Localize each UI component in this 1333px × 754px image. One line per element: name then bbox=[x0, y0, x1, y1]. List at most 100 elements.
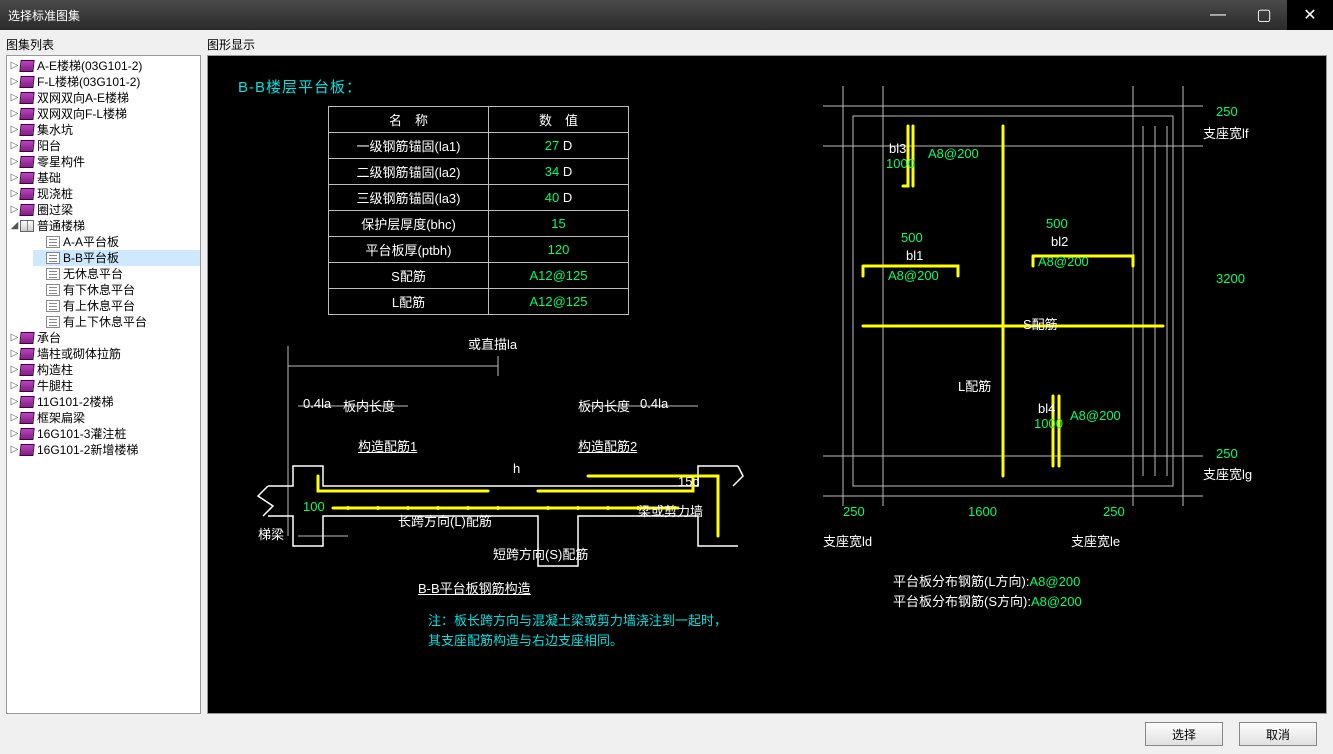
drawing-title: B-B楼层平台板： bbox=[238, 76, 362, 97]
param-value: 34 D bbox=[489, 159, 629, 185]
lbl-250b: 250 bbox=[1216, 446, 1238, 461]
lbl-sspan: 短跨方向(S)配筋 bbox=[493, 544, 588, 563]
tree-item-label: 承台 bbox=[37, 330, 61, 346]
book-icon bbox=[19, 172, 34, 184]
tree-item[interactable]: ▷现浇桩 bbox=[7, 186, 200, 202]
page-icon bbox=[46, 300, 60, 312]
param-row: 平台板厚(ptbh)120 bbox=[329, 237, 629, 263]
param-value: 27 D bbox=[489, 133, 629, 159]
book-icon bbox=[19, 332, 34, 344]
cancel-button[interactable]: 取消 bbox=[1239, 722, 1317, 746]
param-row: L配筋A12@125 bbox=[329, 289, 629, 315]
tree-item[interactable]: ◢普通楼梯 bbox=[7, 218, 200, 234]
tree-item[interactable]: ▷集水坑 bbox=[7, 122, 200, 138]
tree-item[interactable]: A-A平台板 bbox=[33, 234, 200, 250]
tree-item[interactable]: ▷A-E楼梯(03G101-2) bbox=[7, 58, 200, 74]
tree-item[interactable]: 有上休息平台 bbox=[33, 298, 200, 314]
tree-item-label: 阳台 bbox=[37, 138, 61, 154]
param-value: 120 bbox=[489, 237, 629, 263]
tree-item[interactable]: 有下休息平台 bbox=[33, 282, 200, 298]
lbl-gz1: 构造配筋1 bbox=[358, 436, 417, 455]
lbl-100: 100 bbox=[303, 499, 325, 514]
lbl-04la2: 0.4la bbox=[640, 396, 668, 411]
lbl-beam: 梁或剪力墙 bbox=[638, 501, 703, 520]
param-value: 40 D bbox=[489, 185, 629, 211]
minimize-button[interactable]: — bbox=[1195, 0, 1241, 30]
param-value: 15 bbox=[489, 211, 629, 237]
tree-item[interactable]: ▷牛腿柱 bbox=[7, 378, 200, 394]
param-name: 一级钢筋锚固(la1) bbox=[329, 133, 489, 159]
lbl-bl3r: A8@200 bbox=[928, 146, 979, 161]
maximize-button[interactable]: ▢ bbox=[1241, 0, 1287, 30]
book-icon bbox=[19, 348, 34, 360]
tree-item[interactable]: ▷墙柱或砌体拉筋 bbox=[7, 346, 200, 362]
lbl-gz2: 构造配筋2 bbox=[578, 436, 637, 455]
tree-item-label: A-A平台板 bbox=[63, 234, 119, 250]
book-open-icon bbox=[20, 220, 34, 232]
tree-item-label: 双网双向A-E楼梯 bbox=[37, 90, 129, 106]
tree-item[interactable]: ▷阳台 bbox=[7, 138, 200, 154]
tree-item[interactable]: ▷16G101-3灌注桩 bbox=[7, 426, 200, 442]
tree-item[interactable]: ▷零星构件 bbox=[7, 154, 200, 170]
lbl-lf: 支座宽lf bbox=[1203, 123, 1249, 142]
lbl-250a: 250 bbox=[1216, 104, 1238, 119]
tree-item[interactable]: B-B平台板 bbox=[33, 250, 200, 266]
dialog-footer: 选择 取消 bbox=[0, 714, 1333, 754]
param-name: S配筋 bbox=[329, 263, 489, 289]
tree-item[interactable]: 无休息平台 bbox=[33, 266, 200, 282]
tree-item[interactable]: ▷圈过梁 bbox=[7, 202, 200, 218]
canvas-panel-label: 图形显示 bbox=[207, 36, 1327, 53]
tree-item[interactable]: ▷双网双向F-L楼梯 bbox=[7, 106, 200, 122]
param-col-value: 数 值 bbox=[489, 107, 629, 133]
lbl-ld: 支座宽ld bbox=[823, 531, 872, 550]
tree-item-label: 基础 bbox=[37, 170, 61, 186]
param-row: S配筋A12@125 bbox=[329, 263, 629, 289]
book-icon bbox=[19, 60, 34, 72]
tree-item-label: 有上下休息平台 bbox=[63, 314, 147, 330]
select-button[interactable]: 选择 bbox=[1145, 722, 1223, 746]
close-button[interactable]: ✕ bbox=[1287, 0, 1333, 30]
tree-item-label: 16G101-2新增楼梯 bbox=[37, 442, 138, 458]
tree-item-label: B-B平台板 bbox=[63, 250, 119, 266]
tree-item-label: 有上休息平台 bbox=[63, 298, 135, 314]
tree-item[interactable]: ▷构造柱 bbox=[7, 362, 200, 378]
param-col-name: 名 称 bbox=[329, 107, 489, 133]
lbl-distL: 平台板分布钢筋(L方向):A8@200 bbox=[893, 571, 1080, 590]
expander-icon[interactable]: ◢ bbox=[9, 218, 20, 234]
lbl-500a: 500 bbox=[901, 230, 923, 245]
param-value: A12@125 bbox=[489, 263, 629, 289]
lbl-bl3: bl3 bbox=[889, 141, 906, 156]
tree-item-label: 墙柱或砌体拉筋 bbox=[37, 346, 121, 362]
book-icon bbox=[19, 92, 34, 104]
tree-item[interactable]: ▷框架扁梁 bbox=[7, 410, 200, 426]
tree-item-label: 双网双向F-L楼梯 bbox=[37, 106, 127, 122]
book-icon bbox=[19, 396, 34, 408]
book-icon bbox=[19, 380, 34, 392]
book-icon bbox=[19, 156, 34, 168]
atlas-tree[interactable]: ▷A-E楼梯(03G101-2)▷F-L楼梯(03G101-2)▷双网双向A-E… bbox=[6, 55, 201, 714]
drawing-canvas: B-B楼层平台板： 名 称 数 值 一级钢筋锚固(la1)27 D二级钢筋锚固(… bbox=[207, 55, 1327, 714]
tree-item-label: 现浇桩 bbox=[37, 186, 73, 202]
book-icon bbox=[19, 204, 34, 216]
tree-item[interactable]: ▷16G101-2新增楼梯 bbox=[7, 442, 200, 458]
param-row: 一级钢筋锚固(la1)27 D bbox=[329, 133, 629, 159]
tree-item[interactable]: 有上下休息平台 bbox=[33, 314, 200, 330]
page-icon bbox=[46, 316, 60, 328]
lbl-500b: 500 bbox=[1046, 216, 1068, 231]
book-icon bbox=[19, 140, 34, 152]
tree-item[interactable]: ▷F-L楼梯(03G101-2) bbox=[7, 74, 200, 90]
param-name: 三级钢筋锚固(la3) bbox=[329, 185, 489, 211]
lbl-bl1: bl1 bbox=[906, 248, 923, 263]
lbl-250c: 250 bbox=[843, 504, 865, 519]
lbl-bl4: bl4 bbox=[1038, 401, 1055, 416]
lbl-bl3v: 1000 bbox=[886, 156, 915, 171]
tree-item[interactable]: ▷基础 bbox=[7, 170, 200, 186]
book-icon bbox=[19, 76, 34, 88]
lbl-distS: 平台板分布钢筋(S方向):A8@200 bbox=[893, 591, 1082, 610]
book-icon bbox=[19, 364, 34, 376]
param-value: A12@125 bbox=[489, 289, 629, 315]
tree-item[interactable]: ▷双网双向A-E楼梯 bbox=[7, 90, 200, 106]
tree-item[interactable]: ▷承台 bbox=[7, 330, 200, 346]
page-icon bbox=[46, 252, 60, 264]
tree-item[interactable]: ▷11G101-2楼梯 bbox=[7, 394, 200, 410]
